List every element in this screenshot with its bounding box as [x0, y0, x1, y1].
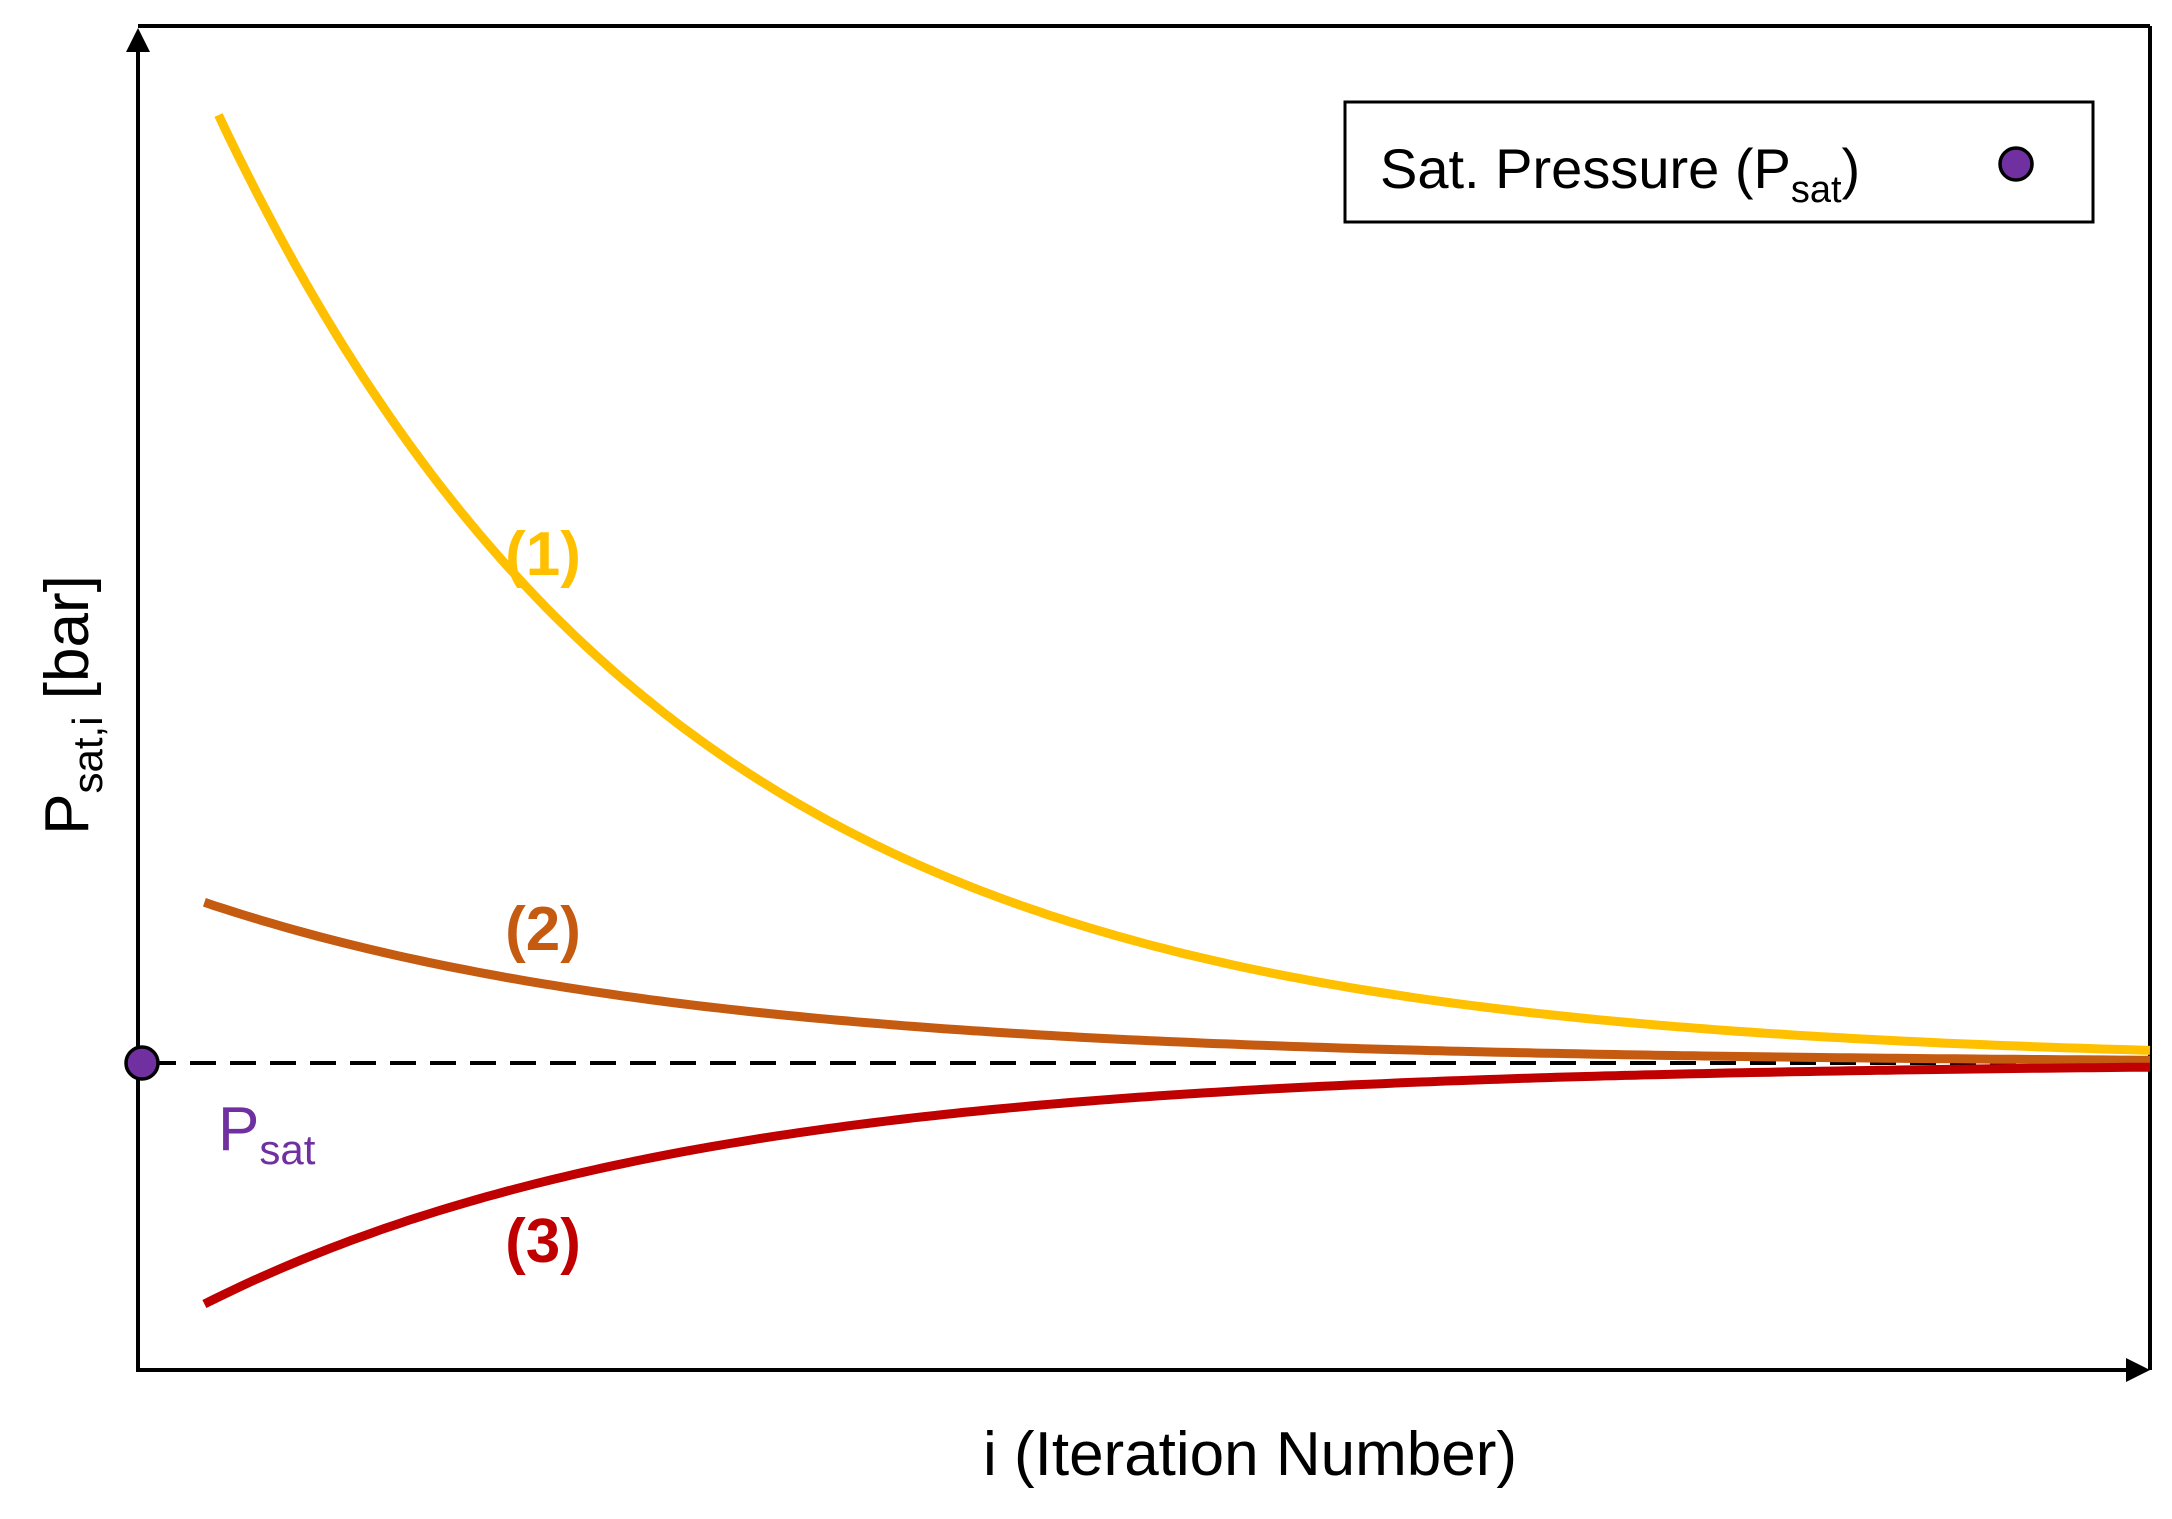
psat-label-sub: sat [259, 1126, 315, 1173]
x-axis [136, 1358, 2150, 1382]
curve-label-2: (2) [505, 895, 581, 964]
y-axis-title-unit: [bar] [33, 575, 102, 716]
y-axis-title-main: P [33, 793, 102, 834]
y-axis-title-sub: sat,i [64, 716, 111, 793]
y-axis [126, 28, 150, 1372]
legend-label-sub: sat [1791, 169, 1842, 211]
curves [202, 113, 2151, 1309]
legend-marker-circle [1998, 146, 2034, 182]
legend: Sat. Pressure (Psat) [1343, 100, 2095, 224]
x-axis-title: i (Iteration Number) [983, 1420, 1517, 1489]
curve-label-3: (3) [505, 1207, 581, 1276]
curve-label-1: (1) [505, 520, 581, 589]
legend-box [1343, 100, 2095, 224]
y-axis-title: Psat,i [bar] [33, 575, 111, 835]
psat-label: Psat [218, 1095, 316, 1173]
legend-label: Sat. Pressure (Psat) [1380, 137, 1860, 211]
psat-marker [124, 1045, 160, 1081]
series-line-2 [202, 898, 2150, 1065]
series-line-1 [214, 113, 2151, 1055]
psat-label-main: P [218, 1095, 259, 1164]
legend-label-main: Sat. Pressure (P [1380, 137, 1791, 200]
legend-label-close: ) [1842, 137, 1861, 200]
series-line-3 [202, 1062, 2150, 1309]
